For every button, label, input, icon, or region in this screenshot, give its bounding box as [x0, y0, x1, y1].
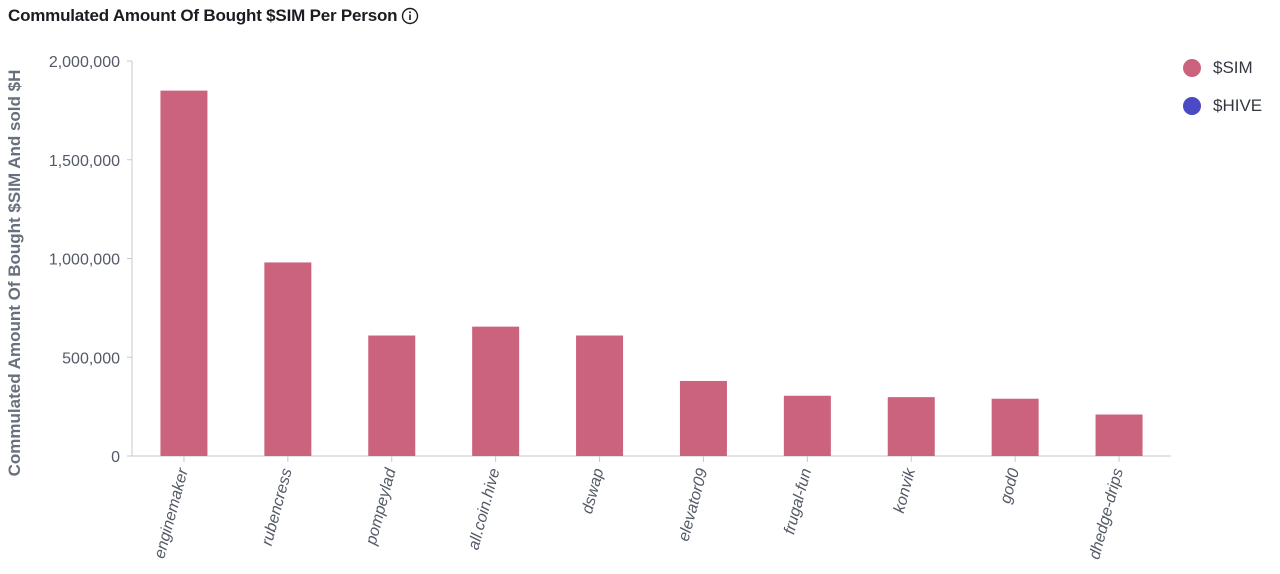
x-tick-label: enginemaker [151, 466, 192, 560]
chart-title-row: Commulated Amount Of Bought $SIM Per Per… [8, 4, 419, 28]
bar-enginemaker [160, 90, 208, 456]
bar-pompeylad [368, 335, 416, 456]
chart-title: Commulated Amount Of Bought $SIM Per Per… [8, 6, 398, 25]
legend-label-sim: $SIM [1213, 58, 1253, 77]
legend-swatch-hive [1183, 97, 1201, 115]
x-tick-label: god0 [997, 467, 1023, 506]
y-tick-label: 500,000 [62, 350, 120, 367]
x-tick-label: konvik [891, 466, 919, 515]
legend-item-sim[interactable]: $SIM [1183, 54, 1262, 82]
bar-rubencress [264, 262, 312, 456]
bar-god0 [991, 398, 1039, 456]
info-circle-icon[interactable] [401, 7, 419, 25]
bar-dhedge-drips [1095, 414, 1143, 456]
y-tick-label: 1,500,000 [49, 153, 120, 170]
bar-frugal-fun [783, 395, 831, 456]
bar-konvik [887, 397, 935, 456]
x-tick-label: pompeylad [363, 466, 400, 548]
bar-all-coin-hive [472, 326, 520, 456]
y-axis-title: Commulated Amount Of Bought $SIM And sol… [5, 70, 24, 477]
x-tick-label: dhedge-drips [1086, 467, 1127, 562]
x-tick-label: dswap [579, 467, 607, 516]
legend-label-hive: $HIVE [1213, 96, 1263, 115]
x-tick-label: all.coin.hive [465, 467, 503, 552]
bar-dswap [576, 335, 624, 456]
legend-swatch-sim [1183, 59, 1201, 77]
bar-elevator09 [679, 380, 727, 456]
y-tick-label: 2,000,000 [49, 54, 120, 71]
x-tick-label: frugal-fun [781, 467, 815, 537]
y-tick-label: 0 [111, 449, 120, 466]
legend-item-hive[interactable]: $HIVE [1183, 92, 1262, 120]
x-tick-label: elevator09 [676, 467, 712, 544]
x-tick-label: rubencress [259, 467, 296, 548]
legend: $SIM $HIVE [1183, 54, 1262, 130]
y-tick-label: 1,000,000 [49, 252, 120, 269]
